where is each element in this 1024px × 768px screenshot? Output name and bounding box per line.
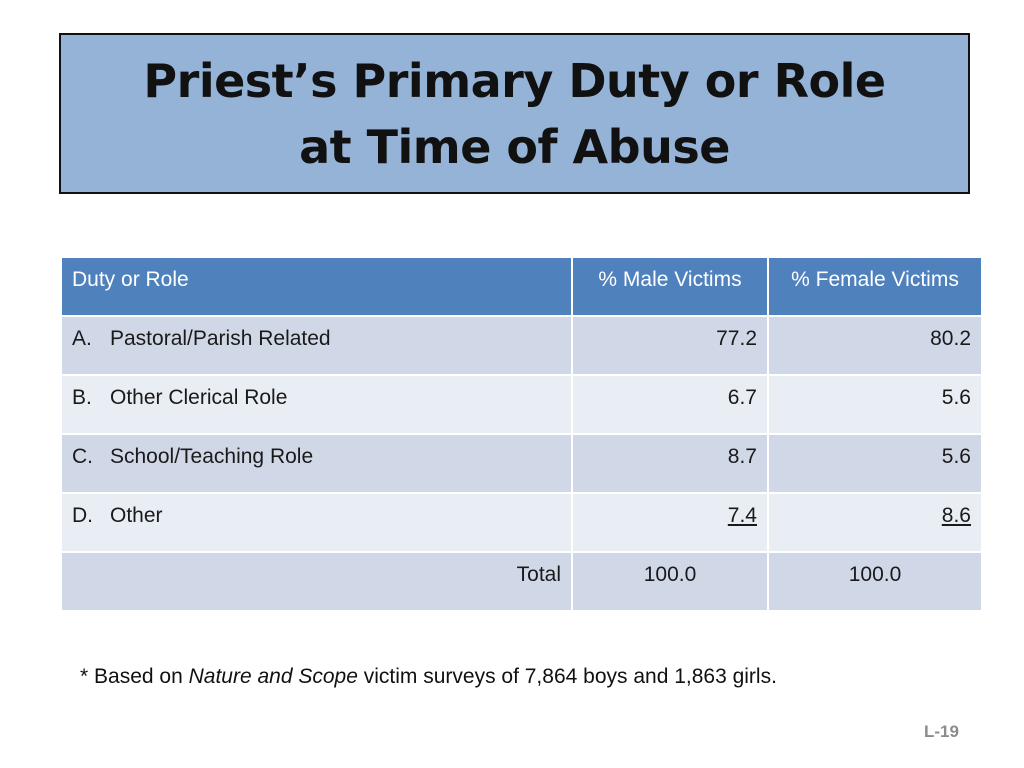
header-duty-or-role: Duty or Role <box>60 256 573 317</box>
slide-title-line-2: at Time of Abuse <box>299 119 730 174</box>
footnote: * Based on Nature and Scope victim surve… <box>80 665 777 689</box>
row-letter: D. <box>72 504 93 527</box>
female-value: 5.6 <box>767 433 983 494</box>
male-value: 7.4 <box>727 504 757 527</box>
male-value-cell: 7.4 <box>571 492 769 553</box>
total-male-value: 100.0 <box>571 551 769 612</box>
table-header-row: Duty or Role % Male Victims % Female Vic… <box>60 256 983 317</box>
row-label: School/Teaching Role <box>110 445 314 468</box>
row-label: Other Clerical Role <box>110 386 288 409</box>
female-value: 80.2 <box>767 315 983 376</box>
row-letter: A. <box>72 327 92 350</box>
duty-role-table: Duty or Role % Male Victims % Female Vic… <box>60 256 983 612</box>
female-value: 8.6 <box>941 504 971 527</box>
table-row: C. School/Teaching Role 8.7 5.6 <box>60 433 983 494</box>
row-label-cell: A. Pastoral/Parish Related <box>60 315 573 376</box>
row-label-cell: D. Other <box>60 492 573 553</box>
row-label: Pastoral/Parish Related <box>110 327 331 350</box>
header-female-victims: % Female Victims <box>767 256 983 317</box>
total-female-value: 100.0 <box>767 551 983 612</box>
female-value-cell: 8.6 <box>767 492 983 553</box>
footnote-italic-title: Nature and Scope <box>188 665 358 688</box>
row-label-cell: B. Other Clerical Role <box>60 374 573 435</box>
header-male-victims: % Male Victims <box>571 256 769 317</box>
male-value: 6.7 <box>571 374 769 435</box>
table-row: A. Pastoral/Parish Related 77.2 80.2 <box>60 315 983 376</box>
footnote-suffix: victim surveys of 7,864 boys and 1,863 g… <box>357 665 777 688</box>
male-value: 8.7 <box>571 433 769 494</box>
row-letter: B. <box>72 386 92 409</box>
male-value: 77.2 <box>571 315 769 376</box>
row-label: Other <box>110 504 163 527</box>
total-row: Total 100.0 100.0 <box>60 551 983 612</box>
female-value: 5.6 <box>767 374 983 435</box>
row-label-cell: C. School/Teaching Role <box>60 433 573 494</box>
total-label: Total <box>60 551 573 612</box>
table-row: D. Other 7.4 8.6 <box>60 492 983 553</box>
slide-number: L-19 <box>924 722 959 741</box>
table-row: B. Other Clerical Role 6.7 5.6 <box>60 374 983 435</box>
title-box: Priest’s Primary Duty or Role at Time of… <box>59 33 970 194</box>
row-letter: C. <box>72 445 93 468</box>
slide-title-line-1: Priest’s Primary Duty or Role <box>143 53 886 108</box>
footnote-prefix: * Based on <box>80 665 189 688</box>
